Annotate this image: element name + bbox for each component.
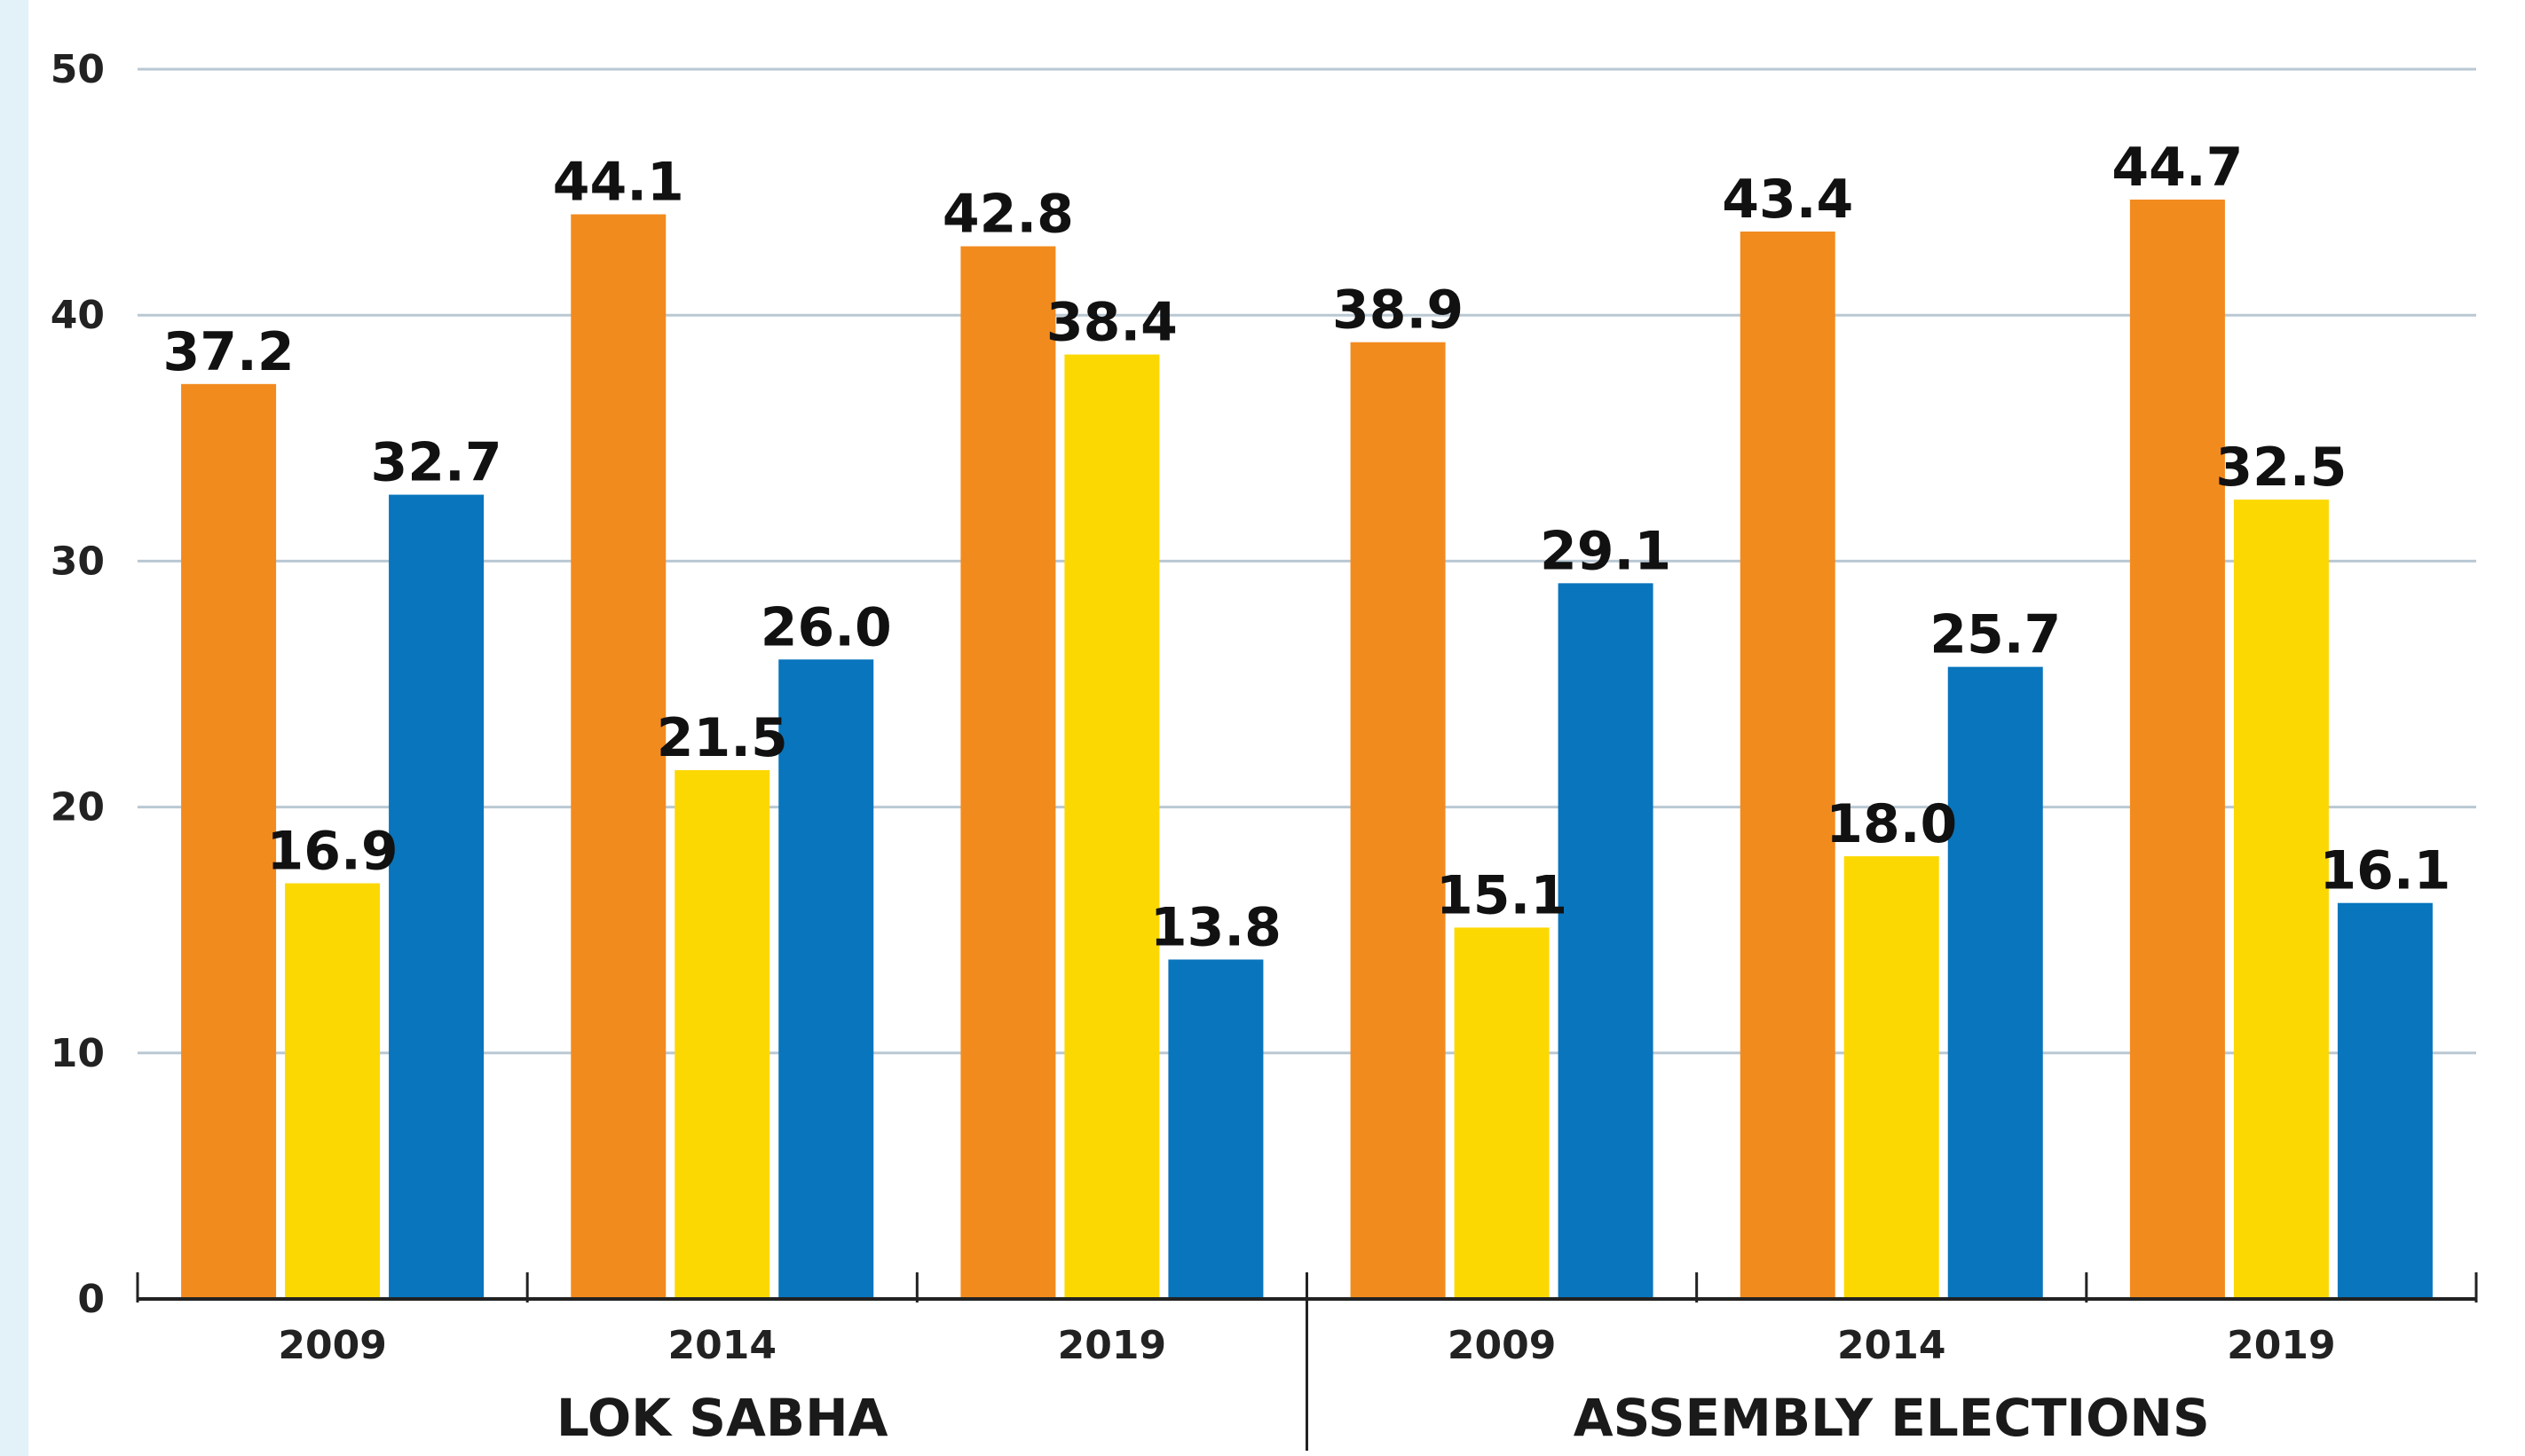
bar-2014-2 <box>1947 666 2043 1299</box>
data-label: 43.4 <box>1722 169 1853 231</box>
x-tick-label-2009: 2009 <box>278 1323 386 1368</box>
bar-2009-2 <box>389 494 485 1299</box>
x-tick-label-2014: 2014 <box>1837 1323 1945 1368</box>
data-label: 16.9 <box>267 821 398 883</box>
bar-2009-0 <box>1350 342 1446 1299</box>
data-label: 15.1 <box>1436 864 1567 926</box>
bar-2009-1 <box>1454 927 1550 1299</box>
data-label: 38.9 <box>1332 279 1464 342</box>
left-border-stripe <box>0 0 28 1456</box>
y-tick-label-10: 10 <box>51 1031 105 1076</box>
bar-2014-1 <box>675 770 770 1299</box>
data-label: 29.1 <box>1540 520 1671 582</box>
gridlines <box>138 67 2476 1055</box>
bar-2014-2 <box>778 659 874 1299</box>
x-tick-label-2019: 2019 <box>1058 1323 1166 1368</box>
x-tick-label-2009: 2009 <box>1448 1323 1556 1368</box>
x-tick-label-2014: 2014 <box>668 1323 777 1368</box>
data-label: 26.0 <box>761 596 892 658</box>
data-label: 13.8 <box>1150 896 1282 958</box>
data-label: 38.4 <box>1046 292 1178 354</box>
y-tick-label-50: 50 <box>51 47 105 92</box>
bar-2019-1 <box>2233 500 2329 1299</box>
data-label: 44.1 <box>553 152 684 214</box>
x-tick-label-2019: 2019 <box>2227 1323 2335 1368</box>
bar-2019-1 <box>1064 354 1160 1299</box>
data-label: 32.7 <box>371 432 502 494</box>
bar-2009-2 <box>1558 583 1653 1299</box>
data-label: 37.2 <box>163 321 295 383</box>
y-tick-label-40: 40 <box>51 293 105 338</box>
y-tick-label-0: 0 <box>77 1277 105 1322</box>
group-label-0: LOK SABHA <box>556 1388 888 1448</box>
data-label: 16.1 <box>2319 840 2450 902</box>
bar-2019-0 <box>960 246 1056 1300</box>
data-label: 42.8 <box>943 184 1074 246</box>
bar-2009-0 <box>181 383 277 1299</box>
bar-2009-1 <box>285 883 381 1299</box>
data-label: 18.0 <box>1826 793 1957 855</box>
data-label: 21.5 <box>657 707 788 769</box>
bar-2019-0 <box>2129 199 2225 1299</box>
y-tick-label-20: 20 <box>51 785 105 830</box>
bars <box>181 199 2433 1300</box>
y-tick-label-30: 30 <box>51 539 105 584</box>
bar-2014-1 <box>1843 856 1939 1299</box>
data-label: 25.7 <box>1929 604 2061 666</box>
bar-2014-0 <box>571 214 667 1300</box>
group-label-1: ASSEMBLY ELECTIONS <box>1574 1388 2210 1448</box>
data-label: 44.7 <box>2111 137 2243 199</box>
bar-2014-0 <box>1740 231 1835 1299</box>
y-axis-ticks: 0 10 20 30 40 50 <box>51 47 105 1322</box>
x-axis: 2009 2014 2019 2009 2014 2019 LOK SABHA ASSEMBL… <box>136 1272 2478 1451</box>
bar-2019-2 <box>1168 959 1264 1299</box>
data-label: 32.5 <box>2215 437 2347 499</box>
data-labels: 37.2 16.9 32.7 44.1 21.5 26.0 42.8 38.4 13.8 38.9… <box>163 137 2451 959</box>
bar-2019-2 <box>2337 902 2433 1299</box>
